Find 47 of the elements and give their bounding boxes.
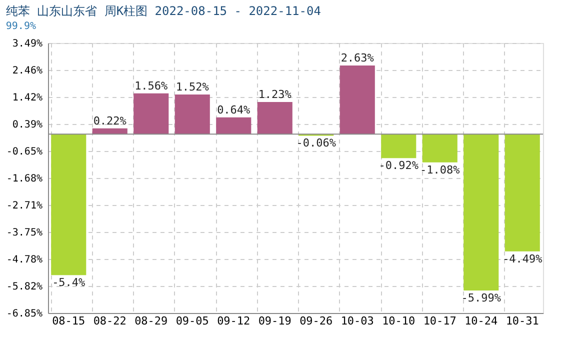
data-label: -5.99%: [461, 292, 502, 305]
x-tick-label: 09-12: [217, 314, 250, 328]
bar: [134, 93, 169, 134]
data-label: 2.63%: [340, 51, 374, 64]
data-label: -0.06%: [296, 136, 336, 150]
data-label: 0.64%: [217, 103, 251, 116]
y-tick-label: 0.39%: [12, 119, 42, 130]
bar: [464, 134, 499, 291]
chart-title: 纯苯 山东山东省 周K柱图 2022-08-15 - 2022-11-04: [6, 4, 321, 18]
data-label: -1.08%: [420, 163, 460, 176]
bar: [174, 94, 210, 134]
x-tick-label: 10-17: [423, 314, 456, 328]
x-tick-label: 10-03: [340, 314, 374, 328]
x-tick-label: 08-22: [93, 314, 126, 328]
data-label: -5.4%: [52, 276, 86, 290]
x-tick-label: 08-29: [134, 314, 168, 328]
bar: [51, 134, 86, 276]
y-tick-label: 1.42%: [12, 92, 42, 104]
x-tick-label: 09-26: [300, 314, 333, 328]
y-tick-label: -1.68%: [6, 174, 42, 184]
data-label: 0.22%: [93, 114, 127, 128]
x-tick-label: 09-19: [258, 314, 292, 328]
y-tick-label: -4.78%: [6, 254, 42, 266]
x-tick-label: 09-05: [176, 314, 209, 328]
y-tick-label: 3.49%: [12, 38, 42, 50]
data-label: -4.49%: [502, 252, 543, 266]
data-label: 1.56%: [134, 79, 168, 92]
y-tick-label: 2.46%: [12, 65, 42, 76]
bar: [340, 65, 375, 134]
bar: [257, 102, 292, 134]
bar: [422, 134, 458, 162]
y-tick-label: -0.65%: [6, 146, 42, 158]
x-tick-label: 10-31: [506, 314, 539, 328]
data-label: 1.52%: [176, 80, 210, 94]
bar: [504, 134, 540, 252]
data-label: 1.23%: [258, 88, 292, 102]
data-label: -0.92%: [378, 159, 419, 172]
bar: [216, 117, 252, 134]
x-tick-label: 10-10: [382, 314, 416, 328]
x-tick-label: 08-15: [52, 314, 86, 328]
y-tick-label: -5.82%: [6, 282, 42, 293]
chart-subtitle: 99.9%: [6, 21, 36, 32]
y-tick-label: -3.75%: [6, 228, 42, 239]
y-tick-label: -6.85%: [6, 308, 42, 320]
y-tick-label: -2.71%: [6, 200, 42, 212]
x-tick-label: 10-24: [464, 314, 498, 328]
bar: [381, 134, 416, 158]
